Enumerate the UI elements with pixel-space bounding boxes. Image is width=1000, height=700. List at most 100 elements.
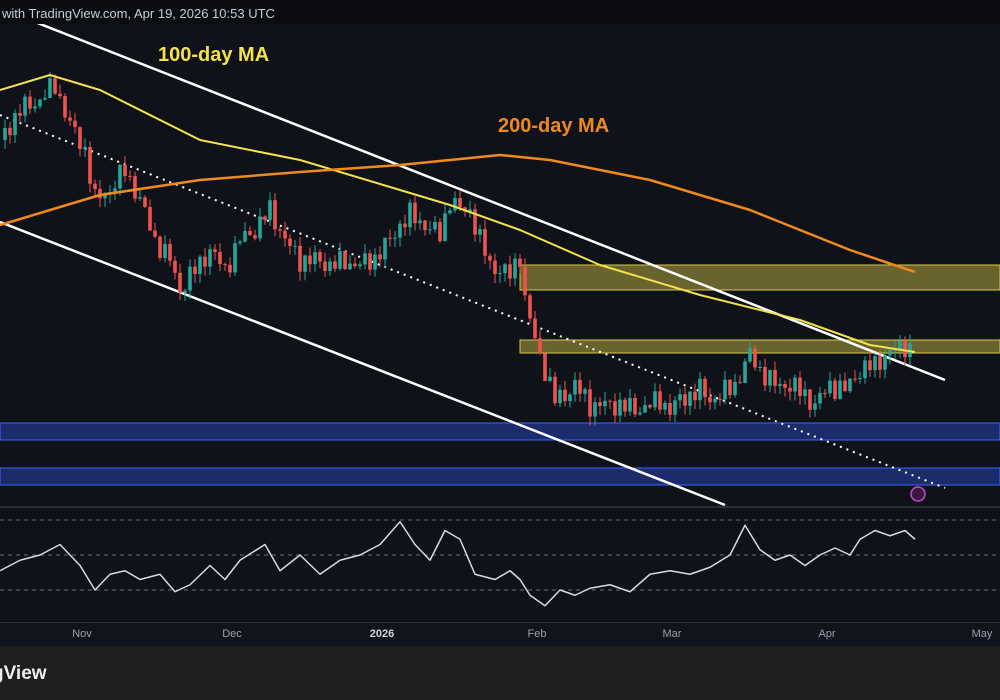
- time-tick-dec: Dec: [222, 628, 242, 640]
- rsi-line: [0, 521, 916, 607]
- candle-body: [733, 381, 737, 396]
- candle-body: [703, 378, 707, 398]
- candle-body: [353, 263, 357, 267]
- dotted-trendline: [0, 114, 946, 489]
- candle-body: [183, 290, 187, 293]
- candle-body: [683, 394, 687, 406]
- candle-body: [128, 175, 132, 177]
- candle-body: [458, 198, 462, 208]
- candle-body: [413, 202, 417, 224]
- candle-body: [338, 251, 342, 269]
- candle-body: [233, 243, 237, 273]
- supply-zone-lower: [519, 339, 1000, 354]
- candle-body: [343, 251, 347, 270]
- candle-body: [423, 220, 427, 231]
- candle-body: [453, 198, 457, 211]
- demand-zone-upper: [0, 422, 1000, 441]
- channel-lower-line: [0, 220, 726, 507]
- candle-body: [588, 389, 592, 417]
- candle-body: [383, 237, 387, 260]
- candle-body: [858, 378, 862, 380]
- candle-body: [573, 379, 577, 395]
- candle-body: [843, 380, 847, 392]
- candle-body: [528, 295, 532, 319]
- candle-body: [553, 376, 557, 404]
- candle-body: [668, 402, 672, 415]
- candle-body: [508, 264, 512, 279]
- time-tick-apr: Apr: [818, 628, 836, 640]
- time-axis[interactable]: Nov Dec 2026 Feb Mar Apr May: [0, 622, 1000, 646]
- candle-body: [818, 392, 822, 404]
- footer: gView: [0, 646, 1000, 700]
- candle-body: [403, 223, 407, 228]
- candle-body: [678, 394, 682, 401]
- candle-body: [903, 340, 907, 358]
- candle-body: [883, 355, 887, 370]
- candle-body: [778, 383, 782, 386]
- candle-body: [803, 389, 807, 397]
- alert-icon: [910, 486, 926, 502]
- candle-body: [743, 361, 747, 383]
- candle-body: [148, 206, 152, 231]
- candle-body: [738, 381, 742, 383]
- candle-body: [788, 387, 792, 392]
- candle-body: [253, 235, 257, 239]
- candle-body: [643, 405, 647, 413]
- candle-body: [88, 146, 92, 184]
- candle-body: [303, 255, 307, 272]
- candle-body: [143, 197, 147, 207]
- candle-body: [813, 403, 817, 410]
- candle-body: [593, 402, 597, 417]
- candle-body: [173, 260, 177, 273]
- candle-body: [83, 146, 87, 149]
- candle-body: [523, 266, 527, 296]
- candle-body: [638, 412, 642, 415]
- candle-body: [118, 164, 122, 189]
- time-tick-mar: Mar: [662, 628, 682, 640]
- candle-body: [358, 264, 362, 267]
- candle-body: [43, 98, 47, 100]
- candle-body: [468, 209, 472, 212]
- candle-body: [278, 229, 282, 231]
- candle-body: [563, 389, 567, 402]
- candle-body: [193, 266, 197, 274]
- candle-body: [693, 391, 697, 401]
- candle-body: [628, 397, 632, 412]
- candle-body: [513, 258, 517, 279]
- candle-body: [623, 399, 627, 412]
- candle-body: [373, 254, 377, 270]
- candle-body: [863, 360, 867, 379]
- candle-body: [798, 377, 802, 397]
- candle-body: [178, 272, 182, 293]
- time-tick-may: May: [971, 628, 993, 640]
- candle-body: [838, 380, 842, 399]
- candle-body: [648, 405, 652, 408]
- candle-body: [8, 127, 12, 136]
- candle-body: [833, 380, 837, 399]
- candle-body: [438, 221, 442, 242]
- candle-body: [748, 348, 752, 362]
- candle-body: [348, 263, 352, 270]
- candle-body: [808, 389, 812, 410]
- candle-body: [653, 391, 657, 408]
- candle-body: [433, 221, 437, 230]
- candle-body: [758, 366, 762, 368]
- candle-body: [658, 391, 662, 410]
- candle-body: [168, 243, 172, 261]
- candle-body: [68, 117, 72, 121]
- candle-body: [188, 266, 192, 291]
- candle-body: [718, 398, 722, 400]
- price-chart[interactable]: [0, 24, 1000, 622]
- candle-body: [878, 356, 882, 370]
- candle-body: [103, 194, 107, 199]
- candle-body: [898, 340, 902, 350]
- candle-body: [598, 402, 602, 407]
- candle-body: [608, 400, 612, 402]
- candle-body: [63, 96, 67, 118]
- candle-body: [533, 318, 537, 339]
- candle-body: [48, 78, 52, 99]
- candle-body: [728, 379, 732, 396]
- candle-body: [158, 236, 162, 258]
- candle-body: [503, 264, 507, 274]
- candle-body: [773, 369, 777, 386]
